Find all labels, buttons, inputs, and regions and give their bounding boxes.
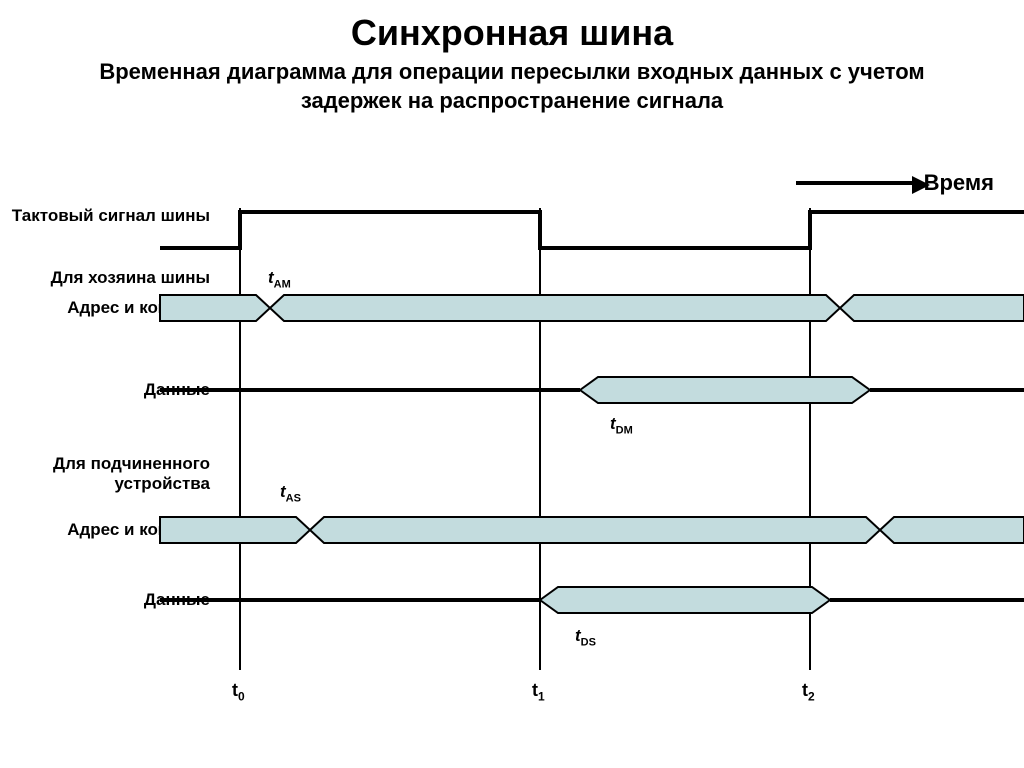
- timing-svg: [0, 170, 1024, 730]
- page-subtitle: Временная диаграмма для операции пересыл…: [0, 54, 1024, 115]
- timing-diagram: Время Тактовый сигнал шины Для хозяина ш…: [0, 170, 1024, 730]
- t2-marker: t2: [802, 680, 815, 704]
- t1-marker: t1: [532, 680, 545, 704]
- t0-marker: t0: [232, 680, 245, 704]
- page-title: Синхронная шина: [0, 0, 1024, 54]
